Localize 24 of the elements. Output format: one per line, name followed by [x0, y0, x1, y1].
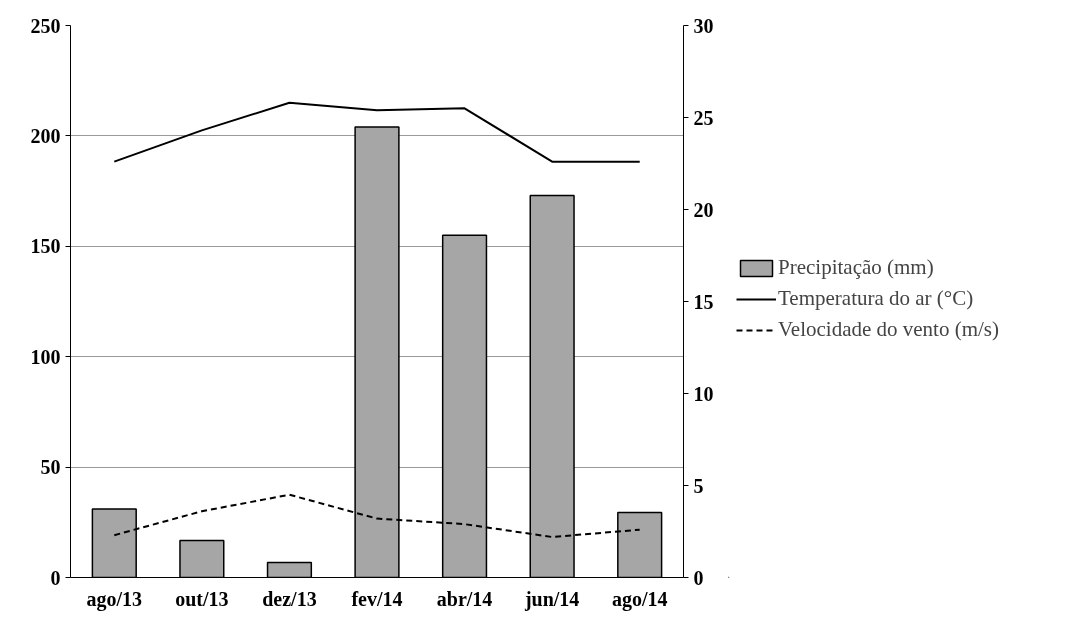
y-tick-label: 150: [30, 235, 61, 258]
y2-tick-label: 15: [693, 290, 714, 313]
y2-tick-label: 10: [693, 382, 714, 405]
y2-tick-label: 5: [693, 474, 704, 497]
x-tick-label: ago/14: [611, 587, 668, 611]
y-tick-label: 100: [30, 345, 61, 368]
x-tick-label: ago/13: [86, 587, 143, 611]
line-series: [113, 101, 641, 163]
x-tick-label: jun/14: [523, 587, 580, 611]
legend-label: Precipitação (mm): [778, 255, 934, 280]
x-tick-label: fev/14: [351, 587, 403, 610]
y2-tick-label: 20: [693, 198, 714, 221]
legend-label: Velocidade do vento (m/s): [778, 317, 1000, 342]
y2-tick-label: 0: [693, 566, 704, 589]
y2-tick-label: 25: [693, 106, 714, 129]
x-tick-label: out/13: [175, 587, 229, 610]
y2-tick-label: 30: [693, 14, 714, 37]
y-tick-label: 0: [50, 566, 61, 589]
x-tick-label: abr/14: [436, 587, 493, 610]
y-tick-label: 50: [40, 456, 61, 479]
x-tick-label: dez/13: [262, 587, 317, 610]
legend-label: Temperatura do ar (°C): [778, 286, 974, 311]
y-tick-label: 200: [30, 124, 61, 147]
y-tick-label: 250: [30, 14, 61, 37]
